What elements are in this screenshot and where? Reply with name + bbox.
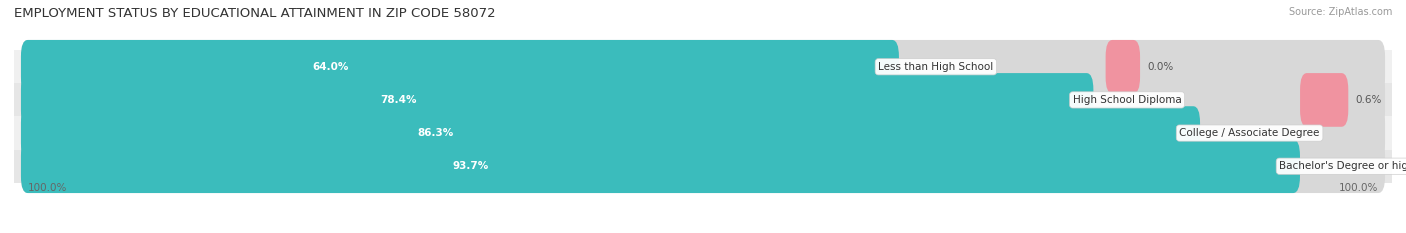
FancyBboxPatch shape: [21, 73, 1094, 127]
FancyBboxPatch shape: [1105, 40, 1140, 94]
FancyBboxPatch shape: [21, 139, 1385, 193]
Text: Bachelor's Degree or higher: Bachelor's Degree or higher: [1279, 161, 1406, 171]
FancyBboxPatch shape: [21, 106, 1201, 160]
Text: 64.0%: 64.0%: [312, 62, 349, 72]
FancyBboxPatch shape: [1301, 73, 1348, 127]
Text: 0.6%: 0.6%: [1355, 95, 1382, 105]
Text: 0.0%: 0.0%: [1147, 62, 1173, 72]
Text: Less than High School: Less than High School: [879, 62, 994, 72]
Text: EMPLOYMENT STATUS BY EDUCATIONAL ATTAINMENT IN ZIP CODE 58072: EMPLOYMENT STATUS BY EDUCATIONAL ATTAINM…: [14, 7, 496, 20]
Bar: [14, 50, 1392, 83]
FancyBboxPatch shape: [21, 73, 1385, 127]
Bar: [14, 116, 1392, 150]
Text: 78.4%: 78.4%: [380, 95, 416, 105]
Text: 100.0%: 100.0%: [1339, 183, 1378, 193]
Text: 93.7%: 93.7%: [453, 161, 489, 171]
FancyBboxPatch shape: [21, 40, 1385, 94]
FancyBboxPatch shape: [21, 106, 1385, 160]
Text: 86.3%: 86.3%: [418, 128, 454, 138]
FancyBboxPatch shape: [21, 139, 1301, 193]
Text: 100.0%: 100.0%: [28, 183, 67, 193]
Text: College / Associate Degree: College / Associate Degree: [1180, 128, 1320, 138]
Bar: [14, 150, 1392, 183]
Text: High School Diploma: High School Diploma: [1073, 95, 1181, 105]
Bar: [14, 83, 1392, 116]
FancyBboxPatch shape: [21, 40, 898, 94]
Text: Source: ZipAtlas.com: Source: ZipAtlas.com: [1288, 7, 1392, 17]
